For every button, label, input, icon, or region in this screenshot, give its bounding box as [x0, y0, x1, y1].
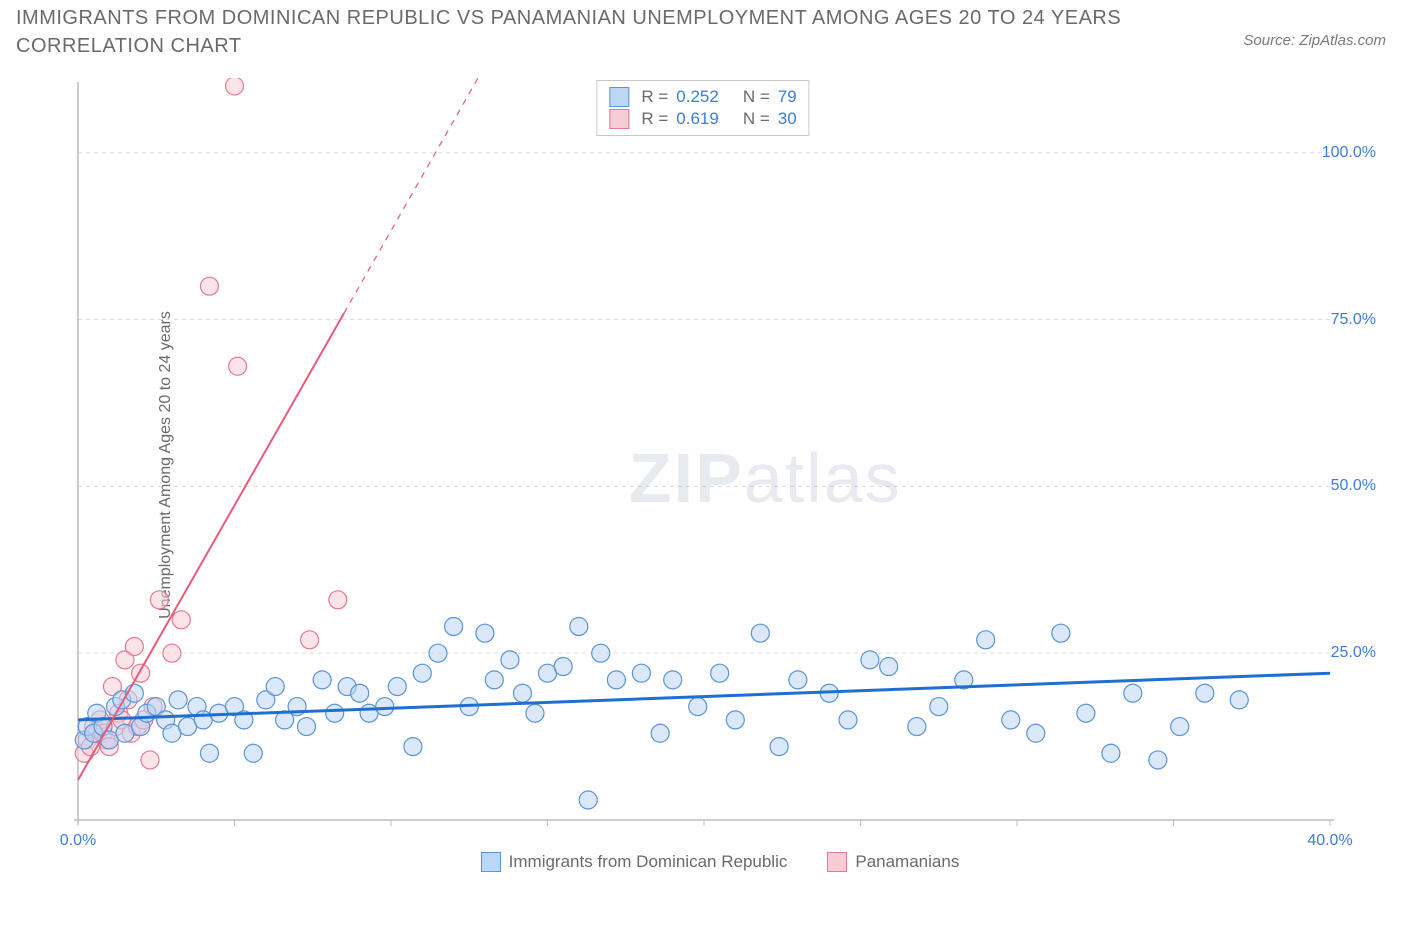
chart-title: IMMIGRANTS FROM DOMINICAN REPUBLIC VS PA… [16, 4, 1206, 60]
data-point [689, 698, 707, 716]
data-point [376, 698, 394, 716]
data-point [172, 611, 190, 629]
data-point [445, 617, 463, 635]
data-point [579, 791, 597, 809]
data-point [200, 744, 218, 762]
data-point [125, 638, 143, 656]
data-point [388, 678, 406, 696]
data-point [169, 691, 187, 709]
data-point [554, 658, 572, 676]
data-point [163, 644, 181, 662]
legend-item: Panamanians [827, 852, 959, 872]
data-point [313, 671, 331, 689]
legend-item: Immigrants from Dominican Republic [481, 852, 788, 872]
data-point [664, 671, 682, 689]
y-tick-label: 100.0% [1322, 144, 1376, 162]
data-point [1102, 744, 1120, 762]
data-point [150, 591, 168, 609]
data-point [1124, 684, 1142, 702]
data-point [1230, 691, 1248, 709]
data-point [839, 711, 857, 729]
data-point [977, 631, 995, 649]
data-point [413, 664, 431, 682]
data-point [751, 624, 769, 642]
source-attribution: Source: ZipAtlas.com [1243, 32, 1386, 49]
data-point [789, 671, 807, 689]
data-point [1149, 751, 1167, 769]
n-value: 30 [778, 109, 797, 129]
legend-label: Immigrants from Dominican Republic [509, 852, 788, 872]
data-point [476, 624, 494, 642]
data-point [266, 678, 284, 696]
y-tick-label: 50.0% [1331, 477, 1376, 495]
data-point [200, 277, 218, 295]
data-point [880, 658, 898, 676]
data-point [711, 664, 729, 682]
series-legend: Immigrants from Dominican Republic Panama… [60, 852, 1380, 872]
source-name: ZipAtlas.com [1299, 32, 1386, 49]
data-point [513, 684, 531, 702]
data-point [726, 711, 744, 729]
data-point [908, 718, 926, 736]
data-point [501, 651, 519, 669]
data-point [244, 744, 262, 762]
data-point [226, 78, 244, 95]
data-point [607, 671, 625, 689]
correlation-legend: R = 0.252 N = 79 R = 0.619 N = 30 [596, 80, 809, 136]
data-point [404, 738, 422, 756]
data-point [1027, 724, 1045, 742]
data-point [770, 738, 788, 756]
r-value: 0.619 [676, 109, 719, 129]
data-point [1171, 718, 1189, 736]
scatter-plot [60, 78, 1380, 878]
data-point [326, 704, 344, 722]
data-point [1077, 704, 1095, 722]
data-point [297, 718, 315, 736]
data-point [229, 357, 247, 375]
n-value: 79 [778, 87, 797, 107]
n-label: N = [743, 109, 770, 129]
r-label: R = [641, 109, 668, 129]
data-point [329, 591, 347, 609]
data-point [429, 644, 447, 662]
legend-swatch [827, 852, 847, 872]
data-point [592, 644, 610, 662]
data-point [1196, 684, 1214, 702]
data-point [861, 651, 879, 669]
source-prefix: Source: [1243, 32, 1299, 49]
data-point [351, 684, 369, 702]
data-point [930, 698, 948, 716]
legend-swatch [609, 109, 629, 129]
data-point [141, 751, 159, 769]
data-point [1002, 711, 1020, 729]
data-point [651, 724, 669, 742]
x-tick-label: 40.0% [1307, 832, 1352, 850]
legend-row: R = 0.252 N = 79 [609, 87, 796, 107]
data-point [1052, 624, 1070, 642]
data-point [570, 617, 588, 635]
legend-label: Panamanians [855, 852, 959, 872]
data-point [632, 664, 650, 682]
legend-row: R = 0.619 N = 30 [609, 109, 796, 129]
x-tick-label: 0.0% [60, 832, 96, 850]
n-label: N = [743, 87, 770, 107]
r-label: R = [641, 87, 668, 107]
data-point [526, 704, 544, 722]
data-point [485, 671, 503, 689]
y-tick-label: 75.0% [1331, 311, 1376, 329]
y-tick-label: 25.0% [1331, 644, 1376, 662]
r-value: 0.252 [676, 87, 719, 107]
legend-swatch [609, 87, 629, 107]
data-point [301, 631, 319, 649]
legend-swatch [481, 852, 501, 872]
